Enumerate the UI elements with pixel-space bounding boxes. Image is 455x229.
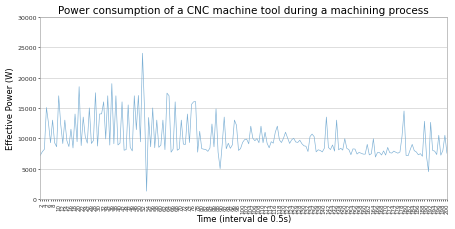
- Y-axis label: Effective Power (W): Effective Power (W): [5, 67, 15, 150]
- X-axis label: Time (interval de 0.5s): Time (interval de 0.5s): [196, 215, 291, 224]
- Title: Power consumption of a CNC machine tool during a machining process: Power consumption of a CNC machine tool …: [58, 5, 429, 16]
